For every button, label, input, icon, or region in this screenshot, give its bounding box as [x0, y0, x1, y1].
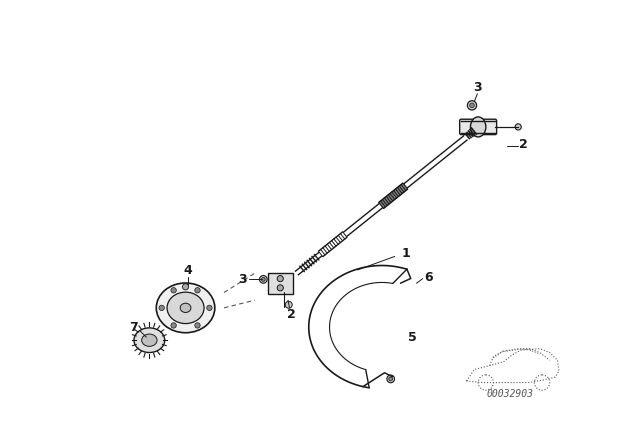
- Ellipse shape: [141, 334, 157, 346]
- Circle shape: [387, 375, 394, 383]
- Circle shape: [285, 302, 292, 308]
- Circle shape: [171, 323, 176, 328]
- FancyBboxPatch shape: [268, 273, 292, 294]
- Text: 00032903: 00032903: [486, 389, 533, 399]
- Ellipse shape: [156, 283, 215, 333]
- Circle shape: [467, 101, 477, 110]
- Circle shape: [195, 323, 200, 328]
- Circle shape: [470, 103, 474, 108]
- Text: 6: 6: [424, 271, 433, 284]
- Ellipse shape: [470, 117, 486, 137]
- Polygon shape: [379, 183, 408, 208]
- Circle shape: [259, 276, 267, 283]
- Circle shape: [159, 305, 164, 310]
- Text: 2: 2: [287, 307, 296, 320]
- Circle shape: [207, 305, 212, 310]
- Circle shape: [182, 284, 189, 290]
- FancyBboxPatch shape: [460, 119, 497, 134]
- Circle shape: [277, 276, 284, 282]
- Text: 1: 1: [401, 247, 410, 260]
- Text: 3: 3: [239, 273, 247, 286]
- Circle shape: [195, 288, 200, 293]
- Text: 4: 4: [184, 264, 192, 277]
- Text: 3: 3: [473, 81, 482, 94]
- Circle shape: [171, 288, 176, 293]
- Text: 7: 7: [129, 321, 138, 334]
- Ellipse shape: [134, 328, 164, 353]
- Circle shape: [388, 377, 392, 381]
- Circle shape: [515, 124, 521, 130]
- Ellipse shape: [180, 303, 191, 313]
- Text: 5: 5: [408, 331, 417, 344]
- Circle shape: [277, 285, 284, 291]
- Ellipse shape: [167, 292, 204, 323]
- Circle shape: [261, 277, 265, 281]
- Text: 2: 2: [519, 138, 528, 151]
